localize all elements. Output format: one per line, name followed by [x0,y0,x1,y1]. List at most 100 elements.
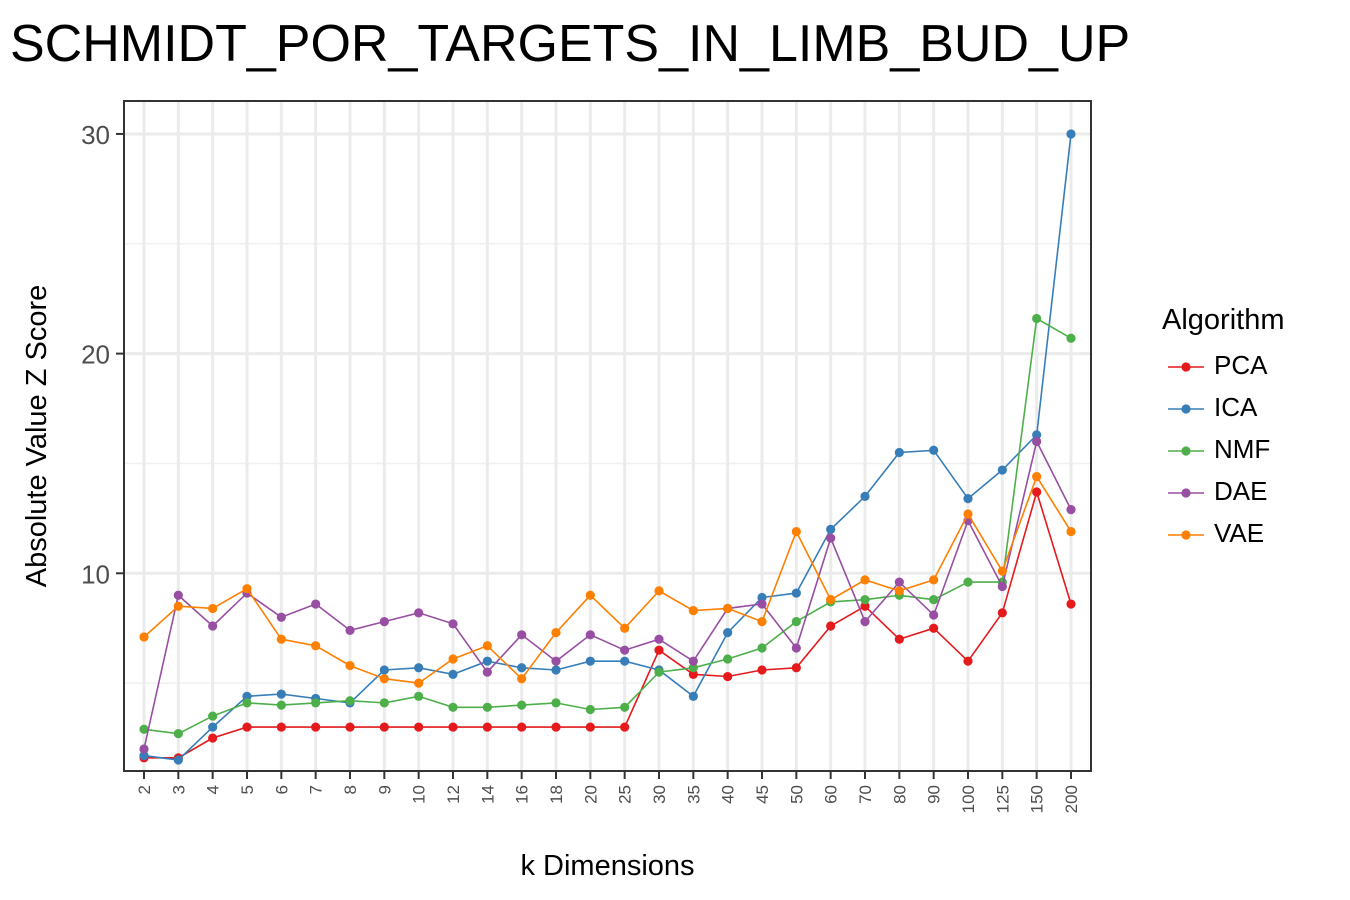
x-tick-label: 125 [993,785,1012,813]
data-point-nmf [723,654,733,664]
legend-label: PCA [1214,350,1268,380]
data-point-ica [276,689,286,699]
data-point-vae [654,586,664,596]
data-point-nmf [173,729,183,739]
data-point-pca [551,722,561,732]
x-tick-label: 2 [135,785,154,794]
data-point-dae [345,625,355,636]
x-tick-label: 35 [684,785,703,804]
data-point-ica [1032,430,1042,440]
data-point-ica [448,669,458,679]
data-point-dae [757,599,767,609]
data-point-nmf [139,724,149,734]
legend-key-ica [1168,404,1204,414]
data-point-pca [414,722,424,732]
x-tick-label: 90 [925,785,944,804]
data-point-pca [963,656,973,666]
legend-title: Algorithm [1162,304,1285,336]
series-line-vae [143,474,1072,684]
x-tick-label: 60 [822,785,841,804]
grid-lines [124,101,1091,771]
data-point-vae [757,617,767,627]
data-point-dae [1066,504,1076,515]
data-point-pca [1066,599,1076,609]
legend-label: VAE [1214,518,1265,548]
data-point-dae [551,656,561,666]
data-point-pca [791,663,801,673]
data-point-nmf [791,617,801,627]
data-point-ica [551,665,561,675]
data-point-nmf [1066,333,1076,343]
x-tick-label: 70 [856,785,875,804]
data-point-pca [929,623,939,633]
data-point-pca [620,722,630,732]
data-point-ica [379,665,389,675]
data-point-vae [894,586,904,596]
data-point-nmf [448,702,458,712]
x-tick-label: 20 [581,785,600,804]
x-tick-label: 50 [787,785,806,804]
x-tick-label: 6 [272,785,291,794]
y-tick-label: 30 [81,120,110,150]
data-point-dae [654,634,664,644]
data-point-vae [311,641,321,651]
legend-key-point [1181,362,1191,372]
legend-label: DAE [1214,476,1268,506]
data-point-ica [757,592,767,603]
data-point-vae [448,654,458,664]
data-point-dae [894,577,904,587]
x-tick-label: 25 [616,785,635,804]
legend-label: ICA [1214,392,1258,422]
legend-item-dae: DAE [1162,475,1285,517]
data-point-dae [414,608,424,618]
x-tick-label: 14 [478,785,497,804]
data-point-nmf [414,691,424,701]
data-point-nmf [551,698,561,708]
legend-items: PCA ICA NMF DAE VAE [1162,349,1285,559]
data-point-pca [894,634,904,644]
data-point-ica [585,656,595,666]
data-point-ica [688,691,698,701]
data-point-nmf [311,698,321,708]
x-tick-label: 10 [410,785,429,804]
data-point-ica [242,691,252,701]
data-point-dae [929,610,939,620]
data-point-nmf [242,698,252,708]
legend-item-pca: PCA [1162,349,1285,391]
data-point-pca [1032,487,1042,497]
data-point-vae [379,674,389,684]
data-point-pca [826,621,836,631]
data-point-dae [173,590,183,600]
x-tick-label: 100 [959,785,978,813]
legend-key-point [1181,488,1191,498]
series-vae [139,472,1076,688]
chart-title: SCHMIDT_POR_TARGETS_IN_LIMB_BUD_UP [10,15,1131,73]
data-point-ica [963,494,973,504]
data-point-vae [208,603,218,614]
data-point-nmf [379,698,389,708]
data-point-ica [620,656,630,666]
data-point-pca [345,722,355,732]
data-point-pca [276,722,286,732]
x-tick-label: 18 [547,785,566,804]
data-point-vae [929,575,939,585]
legend-key-point [1181,446,1191,456]
x-tick-label: 30 [650,785,669,804]
data-point-ica [1066,129,1076,139]
data-point-vae [242,584,252,594]
x-tick-label: 5 [238,785,257,794]
legend-item-nmf: NMF [1162,433,1285,475]
data-point-dae [311,599,321,609]
data-point-nmf [208,711,218,721]
x-tick-label: 4 [204,785,223,794]
data-point-ica [414,663,424,673]
data-point-ica [173,755,183,765]
data-point-vae [723,603,733,614]
legend-item-ica: ICA [1162,391,1285,433]
data-point-vae [963,509,973,519]
data-point-dae [448,619,458,629]
data-point-dae [517,630,527,640]
data-point-vae [688,606,698,616]
x-tick-label: 8 [341,785,360,794]
